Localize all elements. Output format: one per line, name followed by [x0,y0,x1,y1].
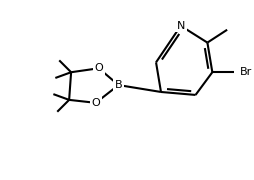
Text: B: B [115,80,122,90]
Text: O: O [91,98,100,108]
Text: N: N [177,21,185,31]
Text: O: O [94,63,103,73]
Text: Br: Br [240,67,252,77]
